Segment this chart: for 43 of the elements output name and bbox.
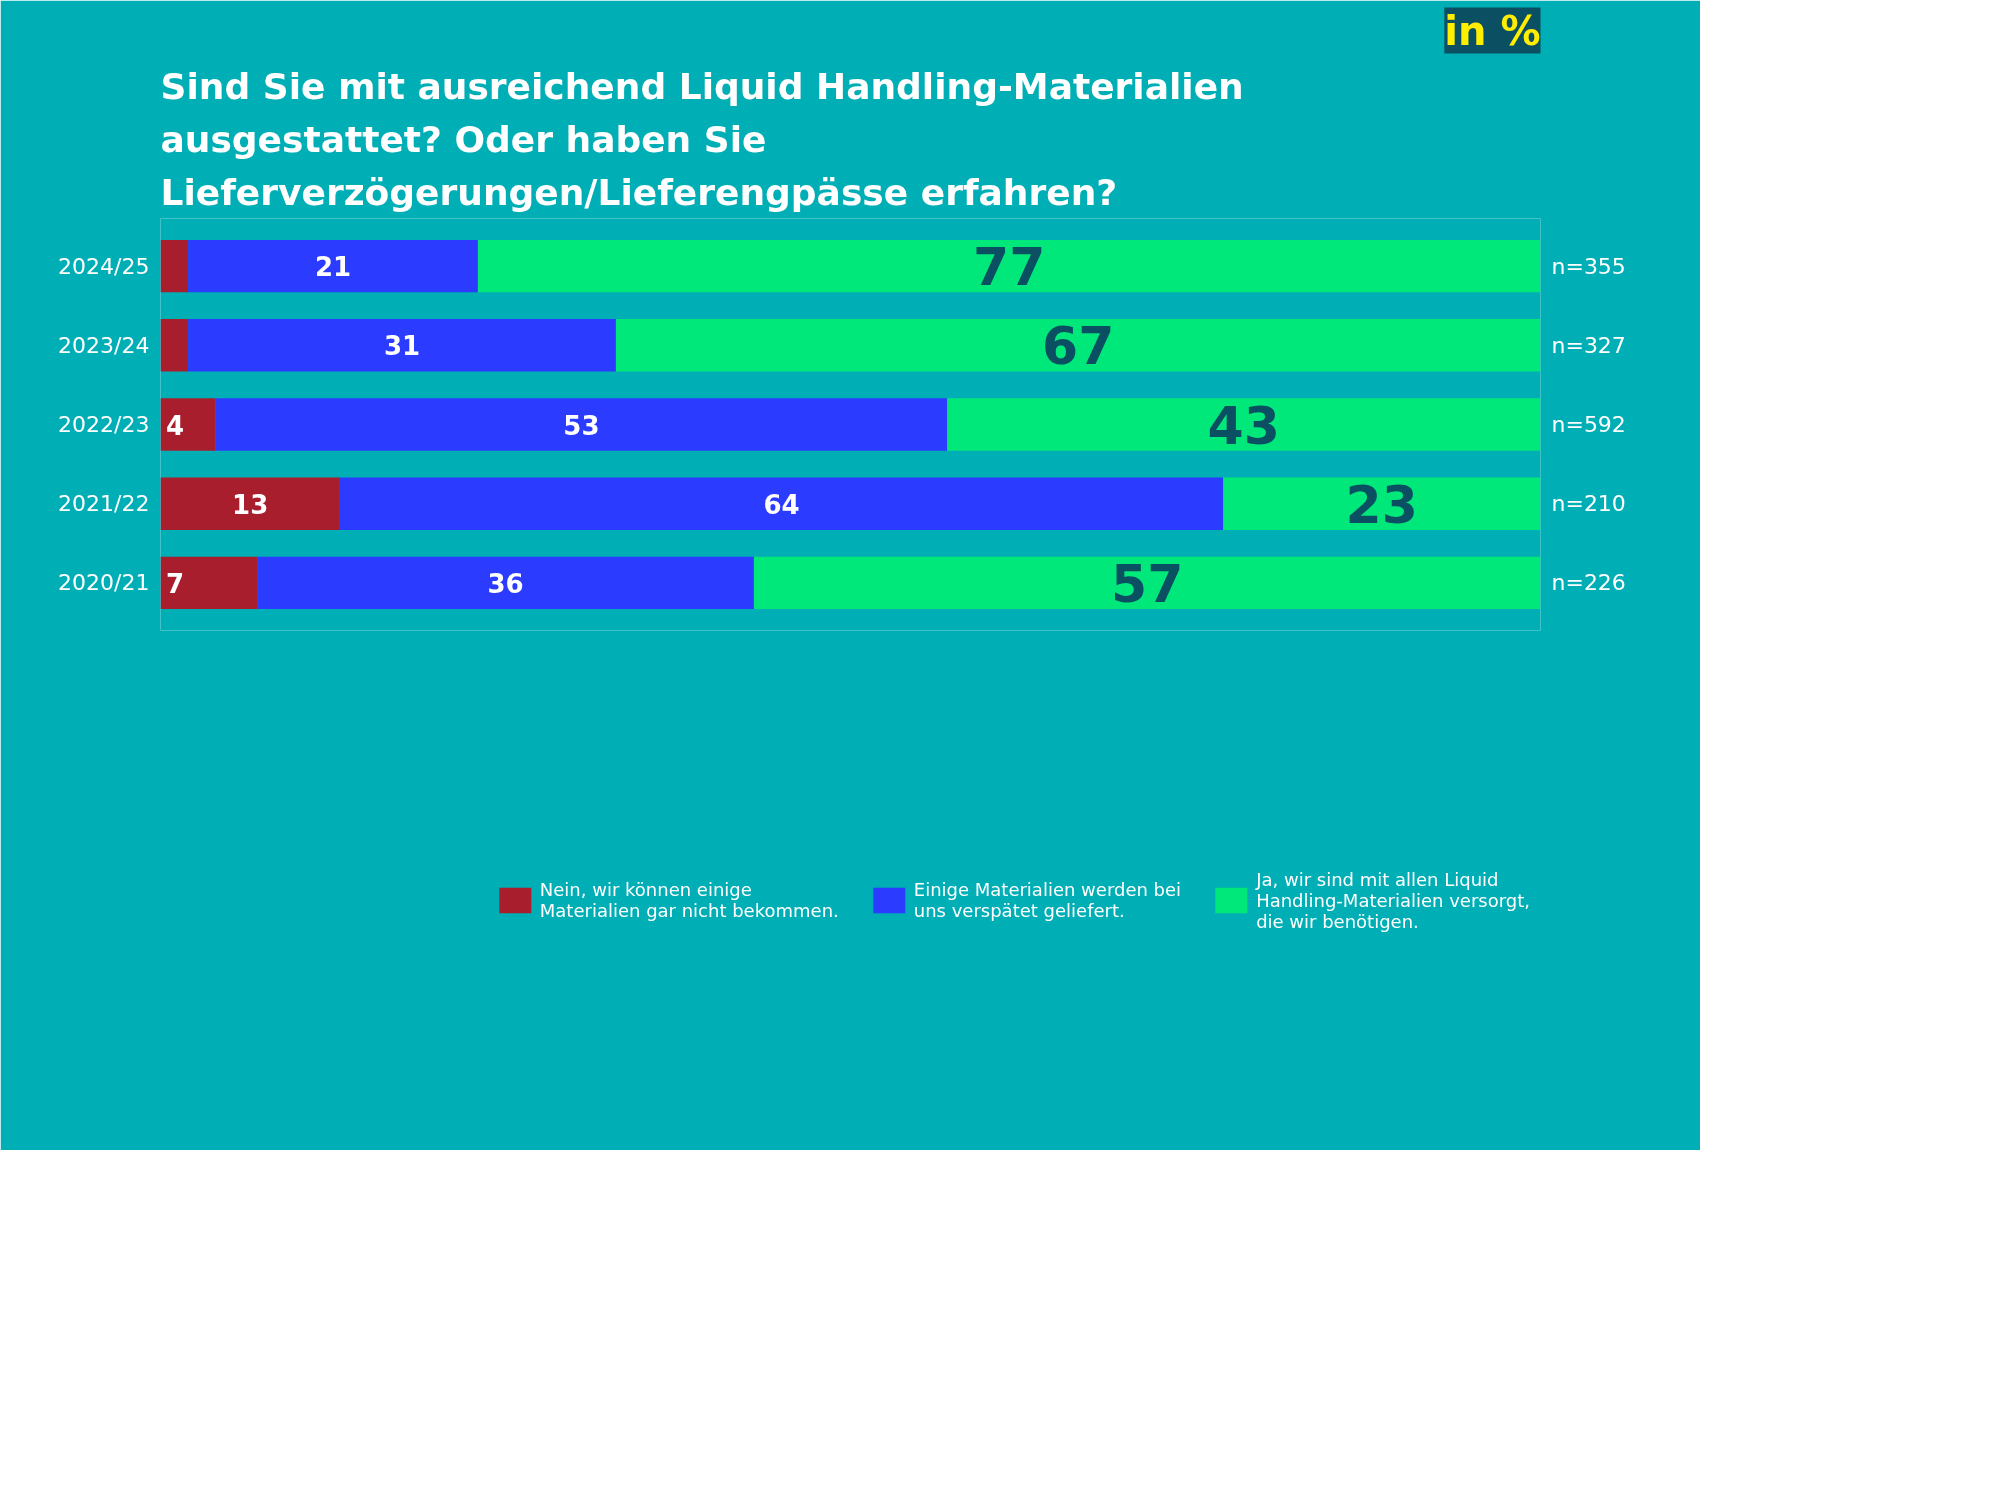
bar [160,477,340,530]
data-label: 4 [166,410,185,441]
data-label: 77 [973,237,1046,298]
y-tick-label: 2022/23 [58,412,150,437]
bar [947,398,1541,451]
bar [160,239,189,293]
bar [1223,477,1541,530]
data-label: 67 [1042,316,1115,377]
y-tick-label: 2024/25 [58,253,150,279]
data-label: 7 [166,568,185,599]
bar [215,398,948,451]
bar [188,239,478,293]
text: n=327 [1551,332,1626,358]
bar [477,239,1541,293]
y-tick-label: 2020/21 [58,570,150,596]
bar [753,556,1541,610]
text: n=226 [1551,570,1626,596]
bar [257,556,754,610]
data-label: 13 [232,489,269,520]
bar [160,319,189,372]
bar [339,477,1224,530]
data-label: 64 [763,489,800,520]
legend-label: Einige Materialien werden bei uns verspätet geliefert. [913,879,1182,921]
bar [160,398,216,451]
bar [615,319,1541,372]
y-tick-label: 2023/24 [58,332,150,358]
legend-label: Nein, wir können einige Materialien gar nicht bekommen. [539,879,839,921]
chart-subtitle: in % [1444,7,1541,54]
data-label: 31 [383,331,421,362]
data-label: 53 [563,410,600,441]
data-label: 57 [1111,553,1184,614]
data-label: 21 [314,252,352,283]
data-label: 36 [487,568,524,599]
legend-label: Ja, wir sind mit allen Liquid Handling-Materialien versorgt, die wir benötigen. [1256,868,1530,932]
y-tick-label: 2021/22 [58,491,150,517]
bar [188,319,616,372]
data-label: 23 [1345,474,1418,535]
text: n=592 [1551,412,1626,437]
bar [160,556,258,610]
chart-title: Sind Sie mit ausreichend Liquid Handling-Materialien ausgestattet? Oder haben Sie Lieferverzögerungen/Lieferengpässe erfahren? [160,65,1244,214]
text: n=355 [1551,253,1626,279]
data-label: 43 [1207,395,1280,456]
text: n=210 [1551,491,1626,517]
